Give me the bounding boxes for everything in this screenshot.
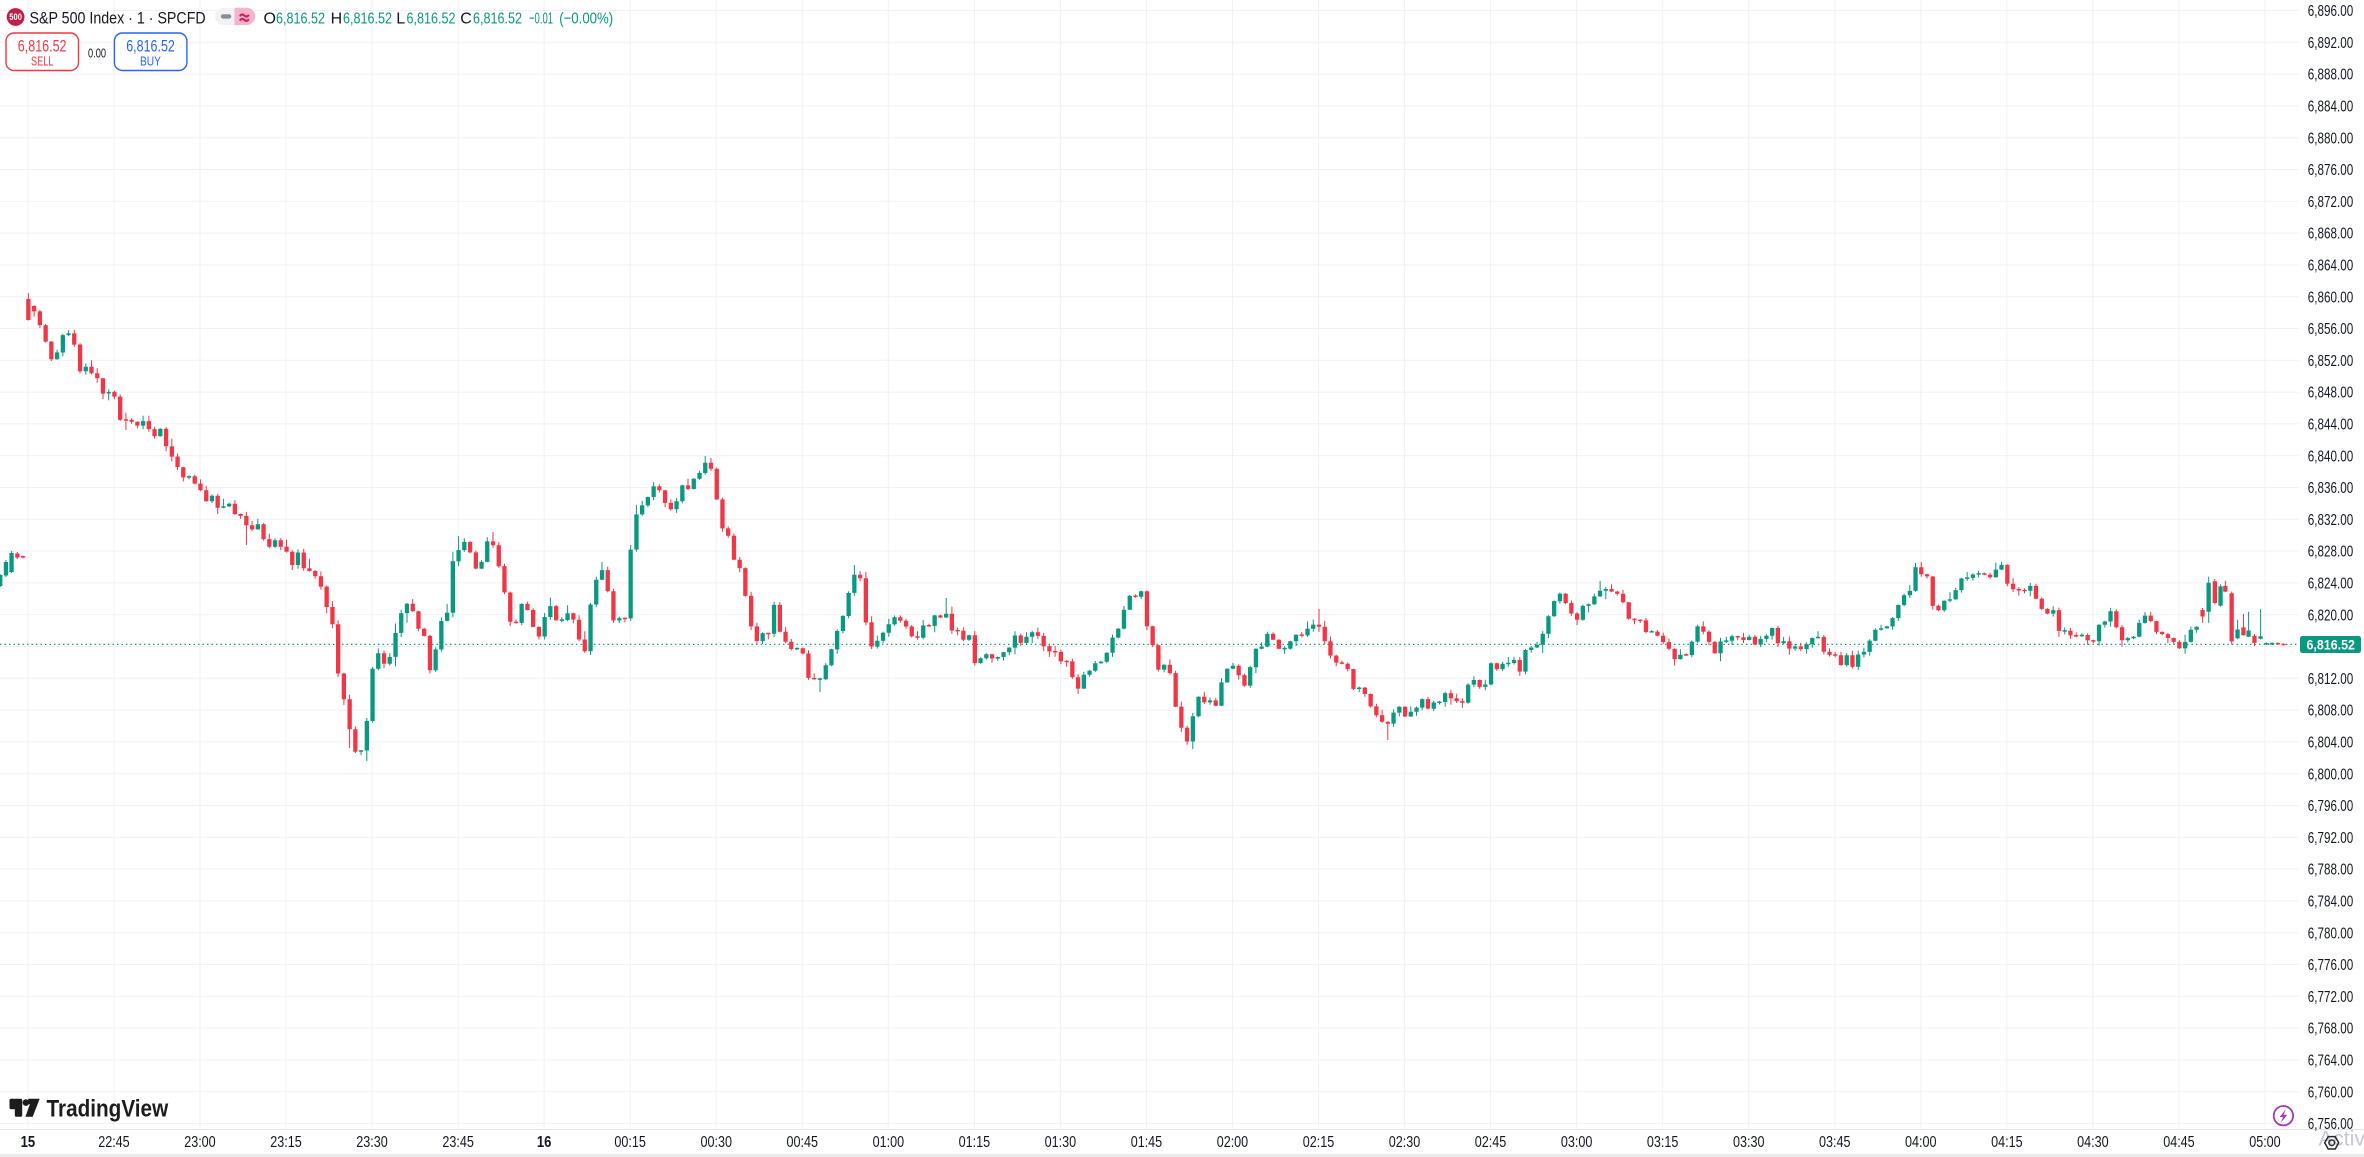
svg-text:6,880.00: 6,880.00: [2308, 130, 2353, 147]
svg-text:6,784.00: 6,784.00: [2308, 894, 2353, 911]
svg-text:Activa: Activa: [2319, 1127, 2364, 1151]
svg-text:03:15: 03:15: [1647, 1134, 1679, 1151]
svg-text:01:30: 01:30: [1045, 1134, 1077, 1151]
svg-text:6,892.00: 6,892.00: [2308, 35, 2353, 52]
svg-text:23:30: 23:30: [356, 1134, 388, 1151]
svg-text:6,760.00: 6,760.00: [2308, 1084, 2353, 1101]
svg-text:6,832.00: 6,832.00: [2308, 512, 2353, 529]
svg-text:6,808.00: 6,808.00: [2308, 703, 2353, 720]
svg-text:6,780.00: 6,780.00: [2308, 925, 2353, 942]
svg-text:00:45: 00:45: [787, 1134, 819, 1151]
svg-text:H: H: [331, 11, 343, 28]
svg-text:04:15: 04:15: [1991, 1134, 2023, 1151]
svg-text:6,816.52: 6,816.52: [2307, 637, 2356, 653]
svg-text:6,828.00: 6,828.00: [2308, 544, 2353, 561]
svg-text:6,800.00: 6,800.00: [2308, 766, 2353, 783]
svg-text:6,820.00: 6,820.00: [2308, 607, 2353, 624]
svg-text:O: O: [264, 11, 276, 28]
svg-text:6,844.00: 6,844.00: [2308, 417, 2353, 434]
svg-text:02:00: 02:00: [1217, 1134, 1249, 1151]
svg-text:6,816.52: 6,816.52: [276, 11, 325, 28]
svg-text:6,772.00: 6,772.00: [2308, 989, 2353, 1006]
svg-text:6,888.00: 6,888.00: [2308, 67, 2353, 84]
svg-text:6,756.00: 6,756.00: [2308, 1116, 2353, 1133]
svg-text:(−0.00%): (−0.00%): [559, 11, 613, 28]
svg-text:6,840.00: 6,840.00: [2308, 448, 2353, 465]
svg-text:05:00: 05:00: [2249, 1134, 2281, 1151]
svg-text:TradingView: TradingView: [47, 1096, 169, 1123]
svg-text:6,848.00: 6,848.00: [2308, 385, 2353, 402]
svg-text:03:00: 03:00: [1561, 1134, 1593, 1151]
svg-text:6,896.00: 6,896.00: [2308, 3, 2353, 20]
svg-text:6,792.00: 6,792.00: [2308, 830, 2353, 847]
svg-text:6,868.00: 6,868.00: [2308, 226, 2353, 243]
svg-text:6,816.52: 6,816.52: [18, 38, 67, 56]
svg-text:23:00: 23:00: [184, 1134, 216, 1151]
svg-text:6,812.00: 6,812.00: [2308, 671, 2353, 688]
svg-text:03:30: 03:30: [1733, 1134, 1765, 1151]
svg-text:6,876.00: 6,876.00: [2308, 162, 2353, 179]
svg-text:6,824.00: 6,824.00: [2308, 576, 2353, 593]
svg-text:04:30: 04:30: [2077, 1134, 2109, 1151]
svg-text:23:15: 23:15: [270, 1134, 302, 1151]
svg-text:C: C: [460, 11, 472, 28]
svg-text:02:15: 02:15: [1303, 1134, 1335, 1151]
svg-text:L: L: [396, 11, 405, 28]
svg-text:6,872.00: 6,872.00: [2308, 194, 2353, 211]
svg-text:6,864.00: 6,864.00: [2308, 258, 2353, 275]
svg-text:6,768.00: 6,768.00: [2308, 1021, 2353, 1038]
svg-text:02:30: 02:30: [1389, 1134, 1421, 1151]
svg-text:6,856.00: 6,856.00: [2308, 321, 2353, 338]
svg-text:6,816.52: 6,816.52: [473, 11, 522, 28]
svg-text:23:45: 23:45: [442, 1134, 474, 1151]
svg-text:03:45: 03:45: [1819, 1134, 1851, 1151]
svg-text:02:45: 02:45: [1475, 1134, 1507, 1151]
svg-text:01:45: 01:45: [1131, 1134, 1163, 1151]
svg-text:−0.01: −0.01: [529, 11, 553, 28]
svg-text:6,852.00: 6,852.00: [2308, 353, 2353, 370]
svg-text:6,884.00: 6,884.00: [2308, 99, 2353, 116]
svg-text:22:45: 22:45: [98, 1134, 130, 1151]
svg-text:6,816.52: 6,816.52: [126, 38, 175, 56]
svg-text:16: 16: [537, 1134, 552, 1151]
svg-text:00:30: 00:30: [701, 1134, 733, 1151]
svg-text:01:00: 01:00: [873, 1134, 905, 1151]
svg-text:6,816.52: 6,816.52: [407, 11, 456, 28]
svg-text:15: 15: [21, 1134, 36, 1151]
svg-text:BUY: BUY: [140, 55, 162, 69]
svg-text:0.00: 0.00: [88, 46, 106, 61]
svg-text:04:00: 04:00: [1905, 1134, 1937, 1151]
svg-text:SELL: SELL: [31, 55, 53, 69]
svg-text:6,764.00: 6,764.00: [2308, 1053, 2353, 1070]
svg-text:6,788.00: 6,788.00: [2308, 862, 2353, 879]
svg-text:6,860.00: 6,860.00: [2308, 289, 2353, 306]
svg-text:6,816.52: 6,816.52: [343, 11, 392, 28]
svg-text:500: 500: [9, 12, 22, 23]
svg-text:S&P 500 Index · 1 · SPCFD: S&P 500 Index · 1 · SPCFD: [30, 10, 206, 28]
svg-text:6,776.00: 6,776.00: [2308, 957, 2353, 974]
svg-text:6,804.00: 6,804.00: [2308, 735, 2353, 752]
svg-text:00:15: 00:15: [614, 1134, 646, 1151]
svg-text:6,796.00: 6,796.00: [2308, 798, 2353, 815]
svg-text:6,836.00: 6,836.00: [2308, 480, 2353, 497]
svg-text:04:45: 04:45: [2163, 1134, 2195, 1151]
svg-text:01:15: 01:15: [959, 1134, 991, 1151]
